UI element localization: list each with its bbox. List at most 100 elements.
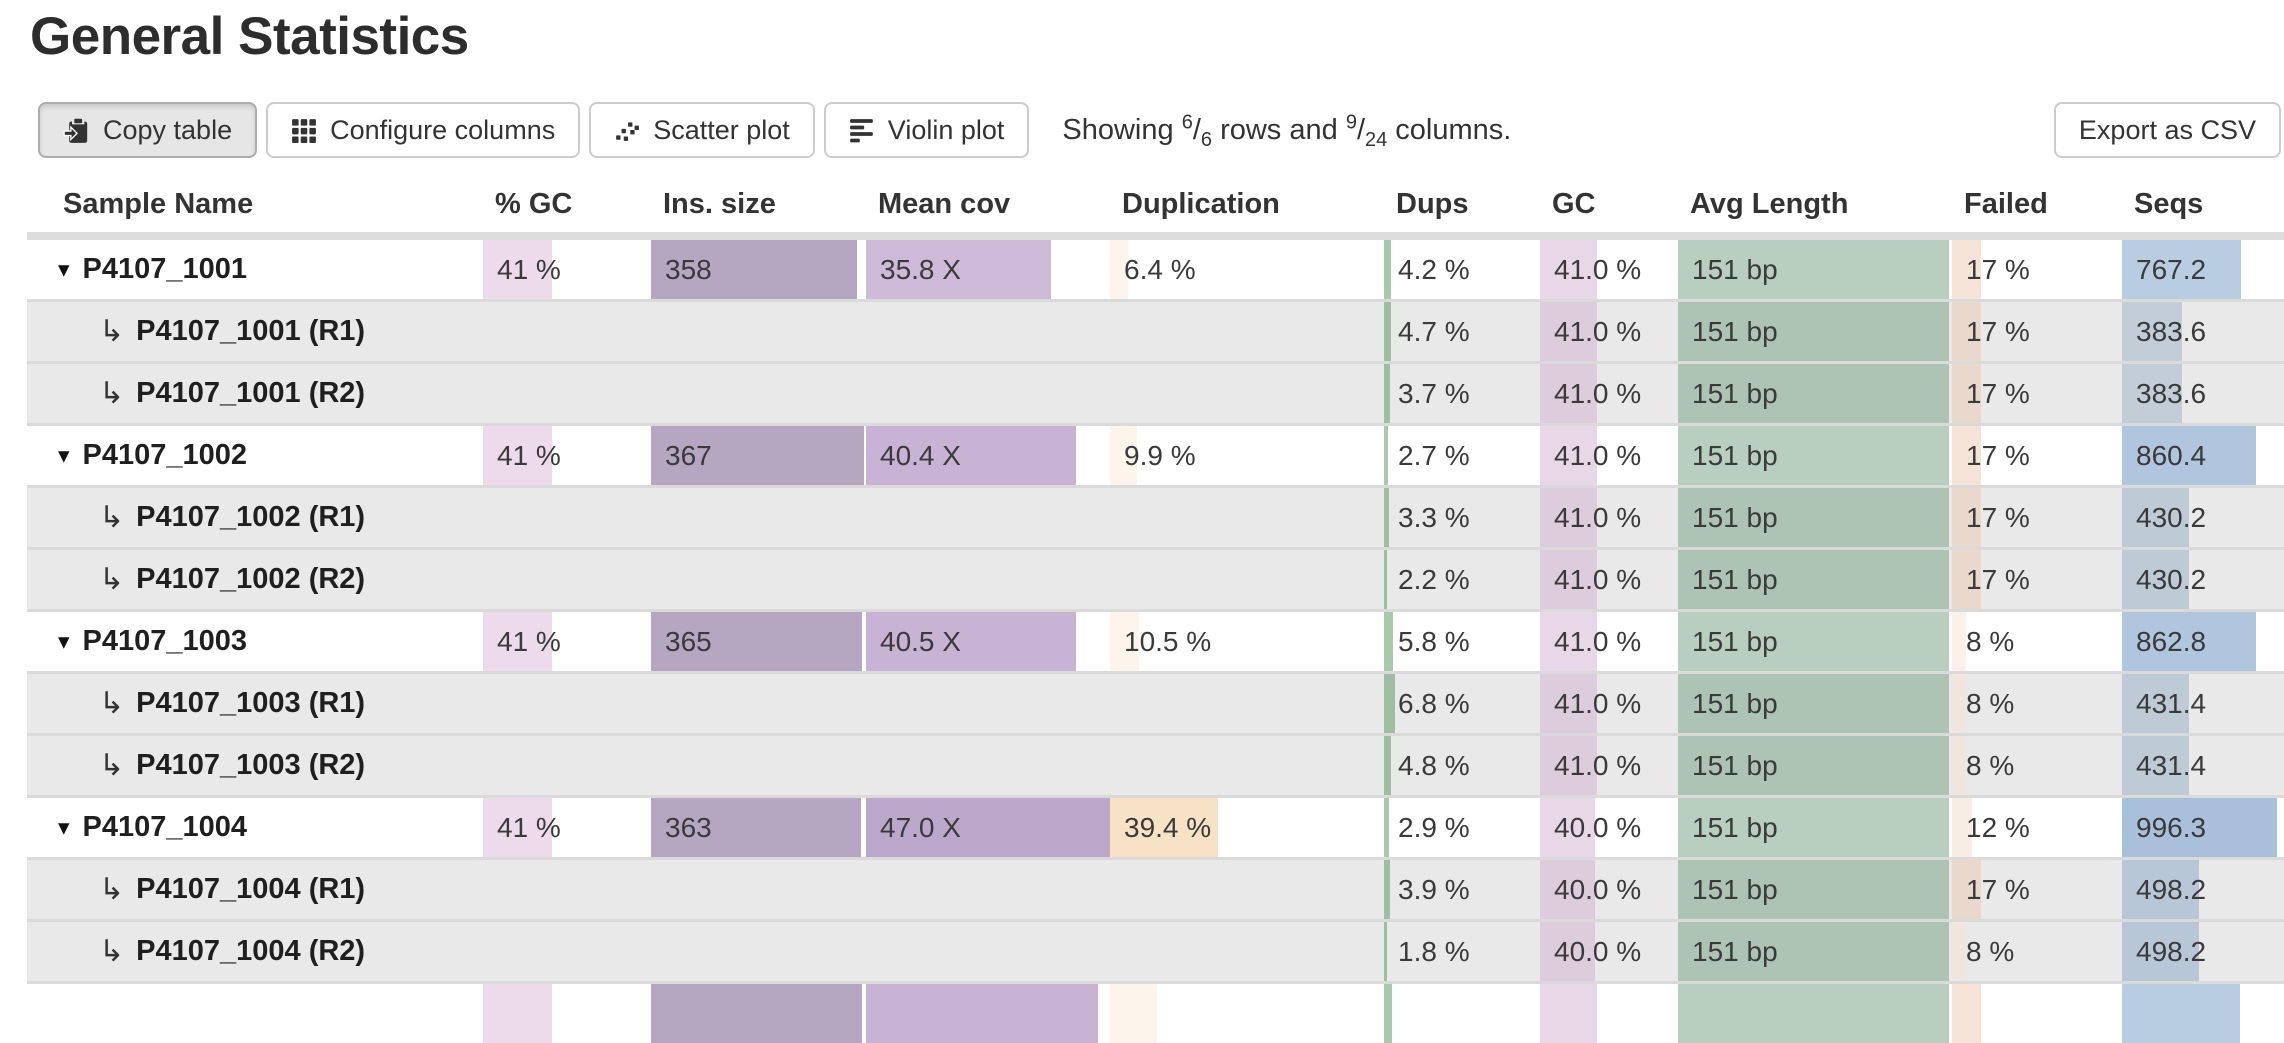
column-header-failed[interactable]: Failed (1964, 188, 2048, 220)
violin-icon (849, 117, 875, 143)
value-bar (1540, 488, 1597, 547)
cell-duplication (1110, 550, 1384, 609)
cell-duplication (1110, 922, 1384, 981)
column-header-seqs[interactable]: Seqs (2134, 188, 2204, 220)
cell-value: 358 (665, 253, 712, 285)
column-header-pct-gc[interactable]: % GC (495, 188, 573, 220)
cell-gc (1540, 984, 1678, 1043)
cell-sample-name[interactable]: ↳ P4107_1003 (R1) (27, 674, 483, 733)
value-bar (1540, 364, 1597, 423)
child-arrow-icon: ↳ (99, 562, 125, 596)
value-bar (1384, 302, 1392, 361)
cell-value: 8 % (1966, 625, 2015, 657)
cell-pct-gc (483, 922, 651, 981)
cell-mean-cov: 40.5 X (866, 612, 1110, 671)
scatter-plot-button[interactable]: Scatter plot (589, 102, 815, 158)
export-csv-button[interactable]: Export as CSV (2053, 102, 2281, 158)
column-header-duplication[interactable]: Duplication (1122, 188, 1280, 220)
cell-ins-size: 365 (651, 612, 866, 671)
value-bar (866, 612, 1076, 671)
table-row: ↳ P4107_1004 (R1) 3.9 % 40.0 % 151 bp 17 % 498… (27, 857, 2284, 919)
cell-failed: 17 % (1952, 426, 2122, 485)
expand-caret-icon[interactable]: ▾ (58, 256, 70, 282)
cell-sample-name[interactable]: ▾ P4107_1003 (27, 612, 483, 671)
value-bar (1384, 984, 1392, 1043)
cell-seqs: 383.6 (2122, 364, 2284, 423)
cell-avg-length: 151 bp (1678, 364, 1952, 423)
expand-caret-icon[interactable]: ▾ (58, 814, 70, 840)
cell-avg-length: 151 bp (1678, 550, 1952, 609)
cell-value: 41.0 % (1554, 749, 1642, 781)
value-bar (651, 240, 858, 299)
cell-ins-size (651, 736, 866, 795)
cell-value: 41.0 % (1554, 315, 1642, 347)
column-header-avg-length[interactable]: Avg Length (1690, 188, 1849, 220)
cell-gc: 41.0 % (1540, 612, 1678, 671)
cell-value: 17 % (1966, 563, 2030, 595)
cell-ins-size (651, 860, 866, 919)
copy-icon (63, 117, 90, 144)
cell-value: 17 % (1966, 315, 2030, 347)
value-bar (1540, 612, 1597, 671)
child-arrow-icon: ↳ (99, 500, 125, 534)
cell-value: 4.2 % (1398, 253, 1470, 285)
copy-table-button[interactable]: Copy table (38, 102, 258, 158)
cell-sample-name[interactable]: ▾ P4107_1004 (27, 798, 483, 857)
column-header-dups[interactable]: Dups (1396, 188, 1469, 220)
cell-value: 40.4 X (880, 439, 961, 471)
cell-sample-name[interactable]: ↳ P4107_1004 (R2) (27, 922, 483, 981)
value-bar (1952, 240, 1981, 299)
column-header-sample-name[interactable]: Sample Name (63, 188, 254, 220)
cell-value: 151 bp (1692, 439, 1778, 471)
column-header-gc[interactable]: GC (1552, 188, 1596, 220)
cell-seqs: 767.2 (2122, 240, 2284, 299)
violin-plot-button[interactable]: Violin plot (823, 102, 1030, 158)
cell-value: 4.7 % (1398, 315, 1470, 347)
sample-name: P4107_1003 (R2) (136, 749, 366, 781)
value-bar (1384, 736, 1392, 795)
cell-gc: 41.0 % (1540, 550, 1678, 609)
expand-caret-icon[interactable]: ▾ (58, 628, 70, 654)
configure-columns-button[interactable]: Configure columns (266, 102, 581, 158)
cell-sample-name[interactable]: ↳ P4107_1004 (R1) (27, 860, 483, 919)
cell-sample-name[interactable]: ↳ P4107_1001 (R2) (27, 364, 483, 423)
cell-sample-name[interactable]: ▾ P4107_1001 (27, 240, 483, 299)
cell-seqs: 498.2 (2122, 922, 2284, 981)
table-row: ↳ P4107_1002 (R2) 2.2 % 41.0 % 151 bp 17 % 430… (27, 547, 2284, 609)
cell-pct-gc (483, 550, 651, 609)
cell-duplication: 10.5 % (1110, 612, 1384, 671)
cell-pct-gc (483, 488, 651, 547)
value-bar (1384, 364, 1390, 423)
toolbar: Copy table Configure columns Scatter plo… (38, 101, 2281, 159)
cell-duplication (1110, 736, 1384, 795)
column-header-ins-size[interactable]: Ins. size (663, 188, 776, 220)
cell-value: 498.2 (2136, 935, 2207, 967)
cell-gc: 41.0 % (1540, 426, 1678, 485)
cell-value: 431.4 (2136, 749, 2207, 781)
cell-value: 40.0 % (1554, 811, 1642, 843)
cell-value: 10.5 % (1124, 625, 1212, 657)
table-row: ↳ P4107_1002 (R1) 3.3 % 41.0 % 151 bp 17 % 430… (27, 485, 2284, 547)
cell-sample-name[interactable]: ▾ P4107_1002 (27, 426, 483, 485)
cell-gc: 41.0 % (1540, 488, 1678, 547)
cell-duplication (1110, 984, 1384, 1043)
cell-sample-name[interactable]: ↳ P4107_1003 (R2) (27, 736, 483, 795)
cell-value: 151 bp (1692, 253, 1778, 285)
cell-ins-size: 363 (651, 798, 866, 857)
value-bar (1678, 922, 1950, 981)
value-bar (1540, 860, 1596, 919)
child-arrow-icon: ↳ (99, 376, 125, 410)
value-bar (1678, 550, 1950, 609)
cell-sample-name[interactable]: ↳ P4107_1002 (R2) (27, 550, 483, 609)
column-header-mean-cov[interactable]: Mean cov (878, 188, 1011, 220)
cell-dups: 2.7 % (1384, 426, 1540, 485)
cell-duplication (1110, 488, 1384, 547)
cell-ins-size: 367 (651, 426, 866, 485)
cell-sample-name[interactable]: ↳ P4107_1002 (R1) (27, 488, 483, 547)
value-bar (483, 612, 552, 671)
copy-table-label: Copy table (103, 114, 233, 145)
table-row: ↳ P4107_1003 (R1) 6.8 % 41.0 % 151 bp 8 % 431.… (27, 671, 2284, 733)
value-bar (1952, 984, 1981, 1043)
expand-caret-icon[interactable]: ▾ (58, 442, 70, 468)
cell-sample-name[interactable]: ↳ P4107_1001 (R1) (27, 302, 483, 361)
